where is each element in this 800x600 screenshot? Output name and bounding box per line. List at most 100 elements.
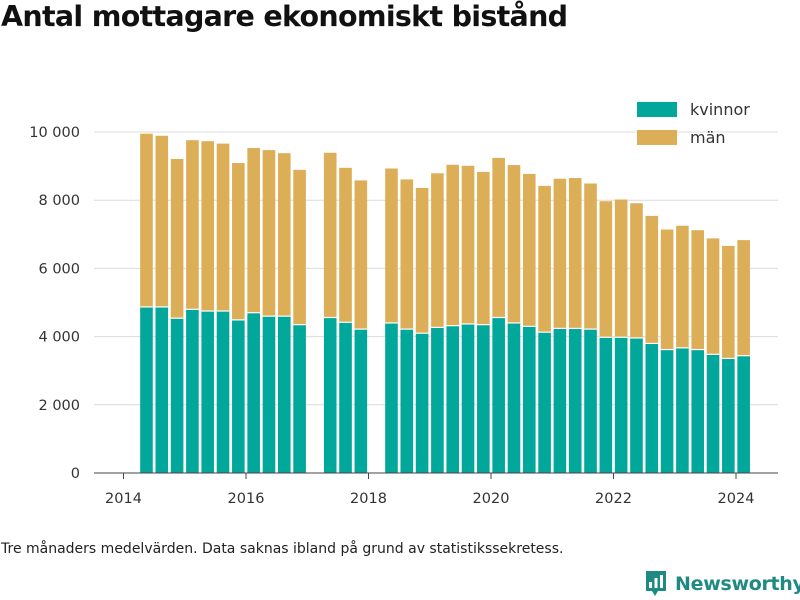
bar-man <box>216 143 230 312</box>
bar-man <box>568 178 582 329</box>
bar-man <box>599 201 613 338</box>
bar-kvinnor <box>385 322 398 473</box>
stacked-bar-chart: 0 2 000 4 000 6 000 8 000 10 000 2014 2016 2018… <box>29 100 778 507</box>
bar-kvinnor <box>293 324 306 473</box>
bar-kvinnor <box>676 347 689 473</box>
legend: kvinnor män <box>637 100 750 147</box>
bar-kvinnor <box>232 319 245 473</box>
y-tick-label: 0 <box>71 466 80 482</box>
bar-kvinnor <box>691 349 705 473</box>
bar-man <box>507 165 521 323</box>
bar-kvinnor <box>216 311 230 473</box>
bar-man <box>277 153 291 317</box>
x-tick-label: 2020 <box>473 491 510 507</box>
bar-man <box>140 133 153 307</box>
bar-kvinnor <box>584 329 597 473</box>
bar-man <box>614 199 628 338</box>
bar-man <box>323 152 337 318</box>
bar-man <box>247 148 260 313</box>
legend-swatch <box>637 130 677 145</box>
bar-man <box>538 185 551 333</box>
chart-title: Antal mottagare ekonomiskt bistånd <box>1 0 568 33</box>
bar-man <box>522 173 536 327</box>
y-tick-label: 2 000 <box>38 398 80 414</box>
bar-kvinnor <box>461 323 475 473</box>
bar-man <box>645 215 659 344</box>
bar-kvinnor <box>706 354 720 473</box>
bar-man <box>354 180 368 330</box>
bar-man <box>232 163 245 320</box>
x-tick-label: 2018 <box>350 491 387 507</box>
bar-kvinnor <box>247 312 260 473</box>
legend-swatch <box>637 102 677 117</box>
bar-kvinnor <box>568 328 582 473</box>
bar-kvinnor <box>660 349 674 473</box>
bar-kvinnor <box>323 317 337 473</box>
newsworthy-brand: Newsworthy <box>644 569 800 599</box>
bar-man <box>186 140 199 310</box>
brand-name: Newsworthy <box>675 573 800 595</box>
bar-man <box>737 240 750 356</box>
bar-kvinnor <box>186 309 199 473</box>
bar-man <box>400 179 414 330</box>
bar-kvinnor <box>262 316 276 473</box>
bar-man <box>676 225 689 348</box>
bar-man <box>691 230 705 350</box>
bar-man <box>431 173 444 328</box>
bar-man <box>630 203 643 338</box>
bar-kvinnor <box>339 322 352 473</box>
bar-kvinnor <box>492 317 505 473</box>
bar-kvinnor <box>507 322 521 473</box>
bar-kvinnor <box>614 337 628 473</box>
bar-kvinnor <box>630 337 643 473</box>
bar-kvinnor <box>477 324 490 473</box>
bar-man <box>155 135 169 307</box>
bar-kvinnor <box>201 311 215 473</box>
newsworthy-logo-icon <box>646 571 666 596</box>
bar-man <box>446 164 460 326</box>
bar-man <box>553 178 567 329</box>
y-tick-label: 4 000 <box>38 330 80 346</box>
bar-man <box>660 229 674 350</box>
bar-series-group <box>140 133 750 473</box>
bar-kvinnor <box>645 343 659 473</box>
bar-man <box>415 187 429 334</box>
bar-kvinnor <box>737 355 750 473</box>
bar-kvinnor <box>155 306 169 473</box>
bar-man <box>170 158 184 319</box>
bar-man <box>477 171 490 325</box>
x-tick-label: 2022 <box>595 491 632 507</box>
bar-kvinnor <box>722 358 735 473</box>
bar-kvinnor <box>277 316 291 473</box>
bar-kvinnor <box>431 327 444 473</box>
bar-man <box>293 169 306 325</box>
y-tick-label: 6 000 <box>38 261 80 277</box>
bar-man <box>201 141 215 312</box>
bar-kvinnor <box>170 318 184 473</box>
y-tick-label: 8 000 <box>38 193 80 209</box>
bar-kvinnor <box>522 326 536 473</box>
bar-kvinnor <box>415 333 429 473</box>
x-tick-label: 2024 <box>718 491 755 507</box>
x-tick-label: 2014 <box>105 491 142 507</box>
x-tick-label: 2016 <box>228 491 265 507</box>
legend-label: kvinnor <box>690 100 750 119</box>
x-axis-ticks: 2014 2016 2018 2020 2022 2024 <box>105 473 754 507</box>
bar-man <box>385 168 398 323</box>
legend-label: män <box>690 128 726 147</box>
bar-kvinnor <box>140 306 153 473</box>
bar-man <box>262 150 276 317</box>
bar-kvinnor <box>553 328 567 473</box>
y-tick-label: 10 000 <box>29 125 80 141</box>
bar-kvinnor <box>446 325 460 473</box>
bar-man <box>706 238 720 355</box>
bar-man <box>722 245 735 359</box>
bar-kvinnor <box>354 329 368 473</box>
bar-man <box>461 165 475 324</box>
y-axis-tick-labels: 0 2 000 4 000 6 000 8 000 10 000 <box>29 125 80 482</box>
footnote: Tre månaders medelvärden. Data saknas ib… <box>1 541 564 557</box>
bar-kvinnor <box>599 337 613 473</box>
bar-kvinnor <box>400 329 414 473</box>
bar-man <box>584 183 597 330</box>
bar-man <box>339 167 352 323</box>
